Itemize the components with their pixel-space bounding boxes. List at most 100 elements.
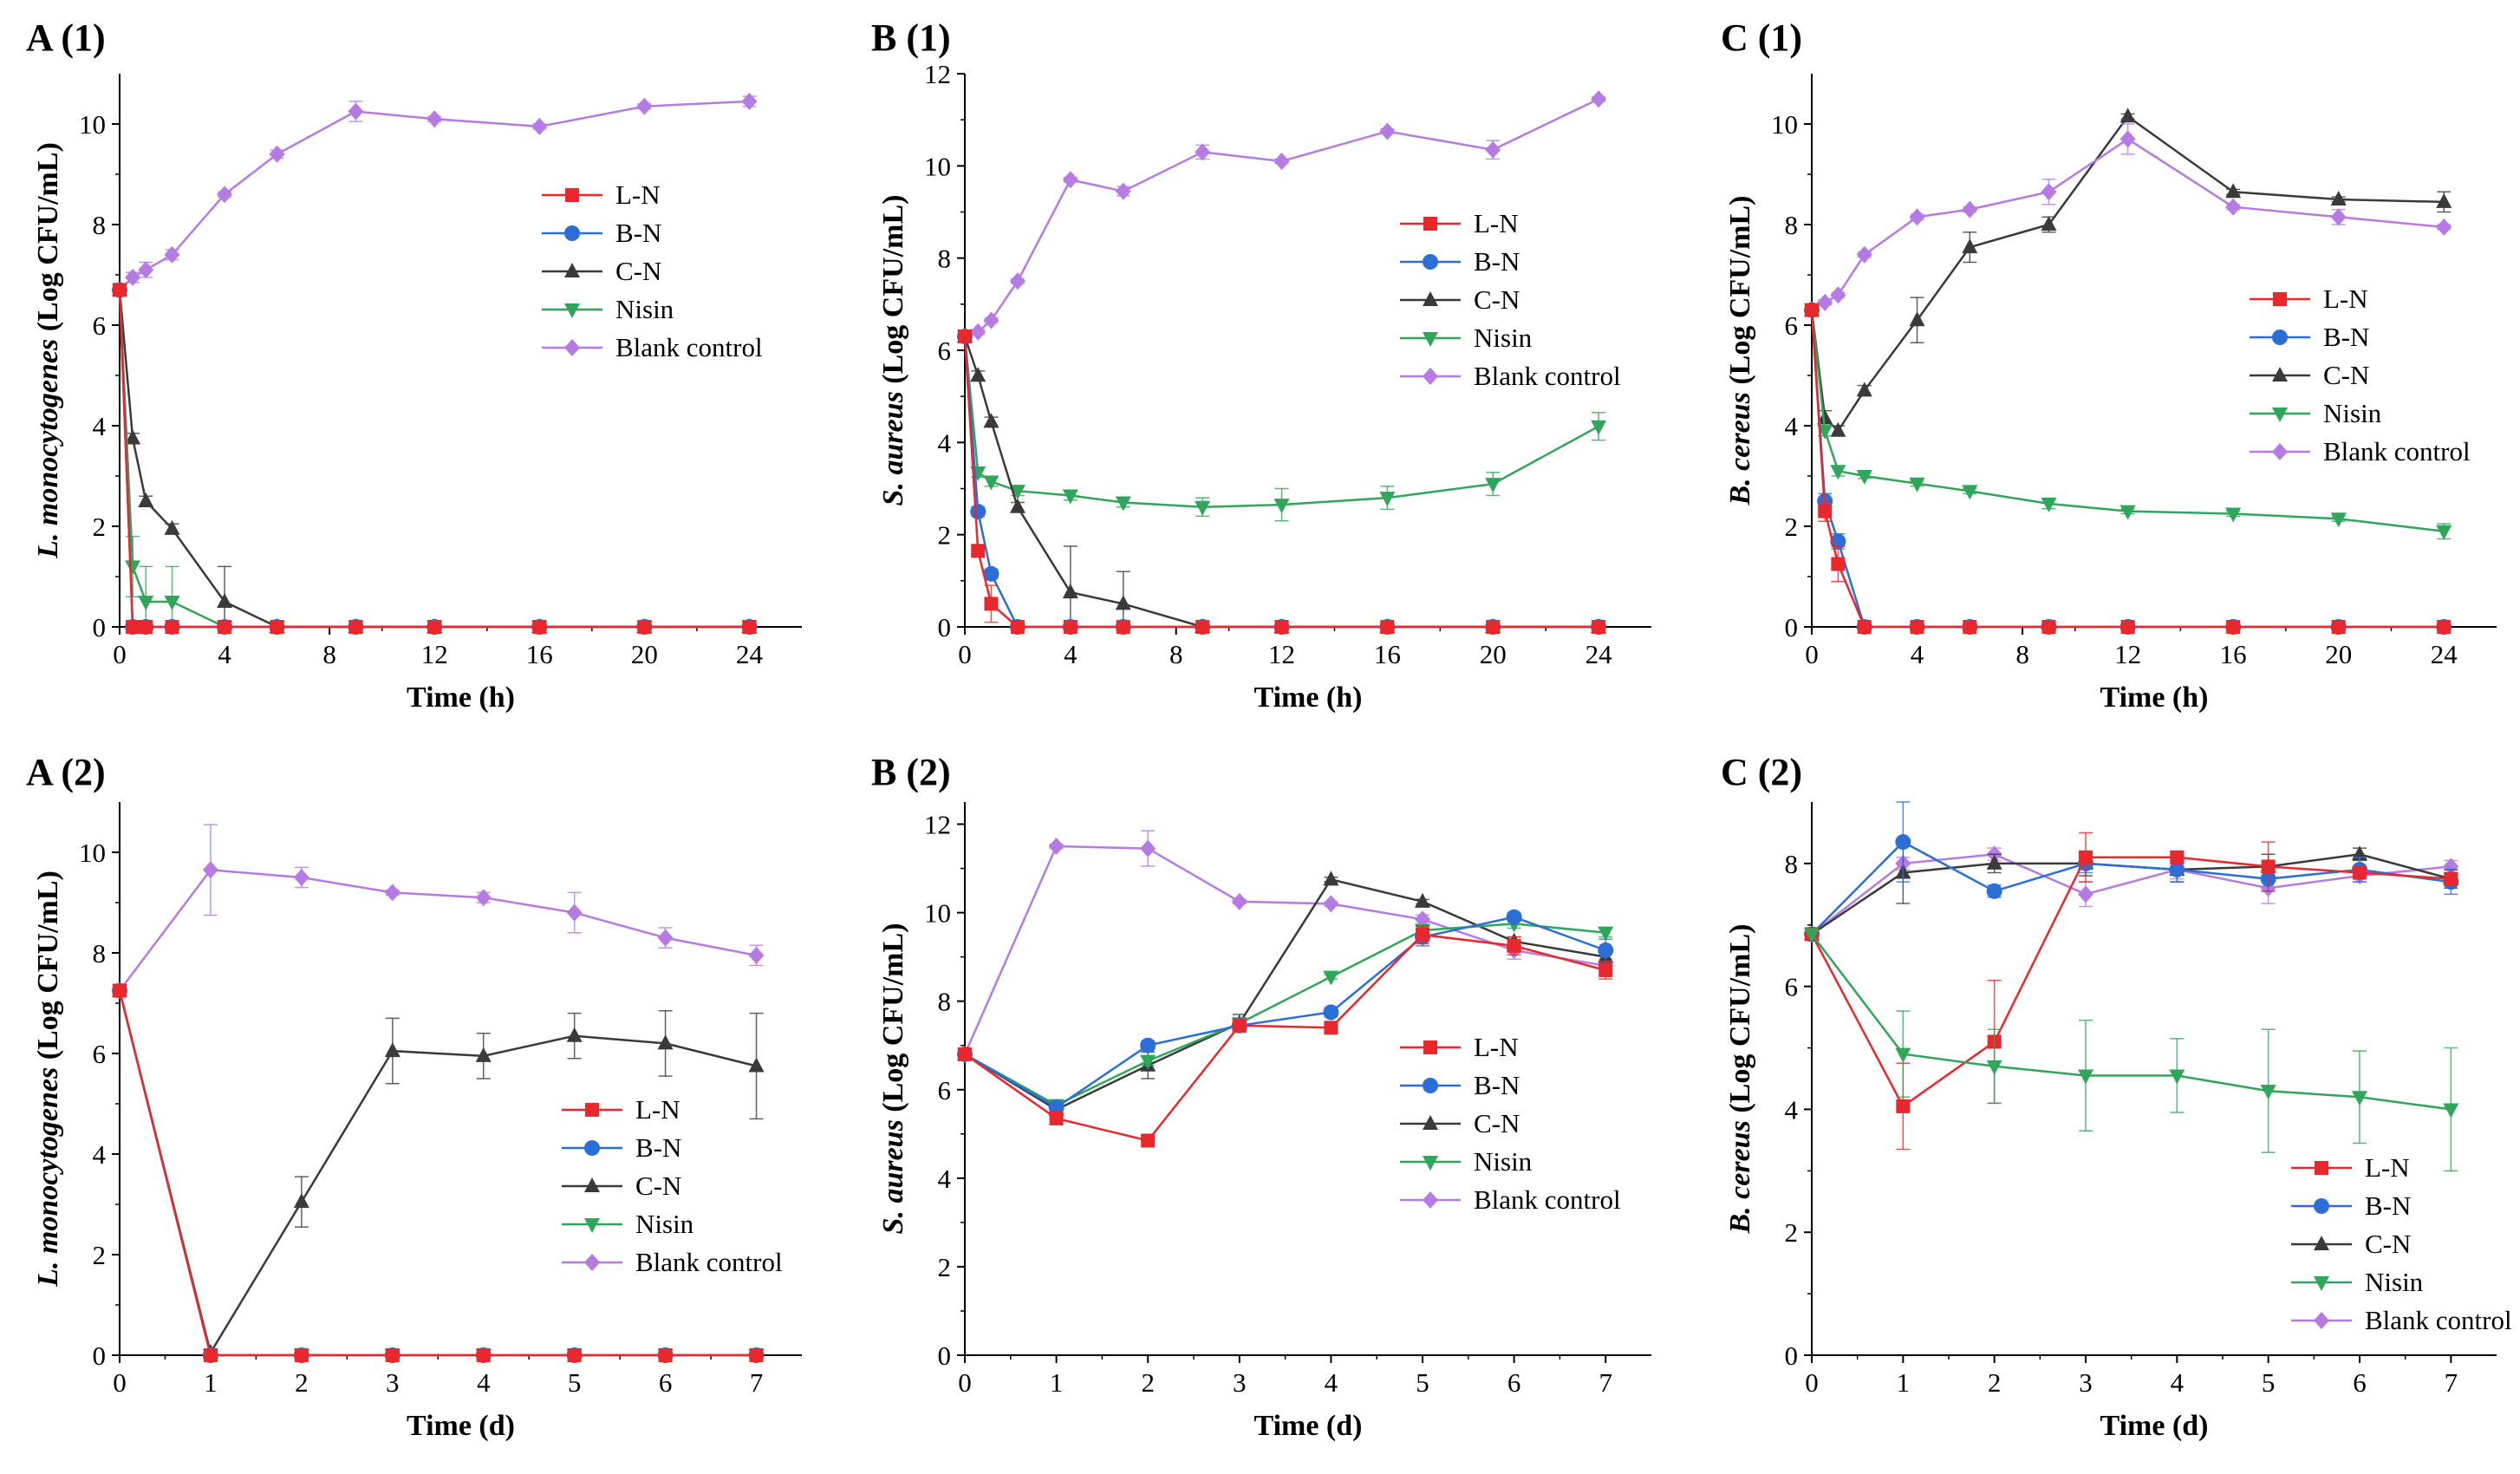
panel-label: B (2) — [871, 751, 951, 793]
x-tick-label: 24 — [1586, 639, 1613, 669]
data-point — [1856, 470, 1872, 485]
y-tick-label: 2 — [93, 1240, 107, 1270]
y-tick-label: 0 — [93, 612, 107, 642]
legend-label: Nisin — [1474, 323, 1533, 353]
x-tick-label: 5 — [1416, 1367, 1429, 1398]
data-point — [2225, 183, 2242, 199]
data-point — [218, 620, 232, 634]
x-tick-label: 2 — [1141, 1367, 1155, 1398]
y-tick-label: 8 — [93, 938, 107, 969]
data-point — [742, 620, 757, 634]
x-tick-label: 4 — [1064, 639, 1078, 669]
legend-item-l-n: L-N — [2250, 284, 2368, 314]
data-point — [293, 869, 309, 886]
data-point — [983, 413, 1000, 428]
y-axis-title-organism: L. monocytogenes — [32, 339, 64, 559]
data-point — [348, 102, 364, 121]
y-axis-title-unit: (Log CFU/mL) — [1724, 196, 1756, 393]
legend-label: B-N — [2365, 1190, 2411, 1221]
legend: L-N B-N C-N Nisin Blank control — [2291, 1152, 2512, 1335]
x-tick-label: 0 — [1805, 1367, 1819, 1398]
series-b-n — [1804, 302, 2452, 635]
legend-item-b-n: B-N — [1400, 1070, 1520, 1100]
x-tick-label: 3 — [2079, 1367, 2093, 1398]
data-point — [1599, 962, 1613, 977]
data-point — [217, 186, 233, 204]
x-tick-label: 2 — [295, 1367, 309, 1398]
data-point — [1063, 620, 1078, 634]
x-tick-label: 8 — [2015, 639, 2029, 669]
x-tick-label: 1 — [1897, 1367, 1911, 1398]
data-point — [1323, 871, 1339, 886]
data-point — [2120, 505, 2136, 520]
data-point — [1048, 838, 1065, 856]
data-point — [138, 492, 154, 507]
panel-label: B (1) — [871, 16, 951, 59]
x-tick-label: 4 — [1911, 639, 1924, 669]
y-tick-label: 0 — [93, 1340, 107, 1371]
x-tick-label: 0 — [113, 1367, 127, 1398]
data-point — [1323, 895, 1339, 913]
y-tick-label: 2 — [93, 512, 107, 542]
legend-item-blank-control: Blank control — [1400, 361, 1621, 391]
series-nisin — [1804, 303, 2452, 540]
data-point — [384, 1042, 400, 1058]
data-point — [294, 1348, 309, 1362]
series-blank-control — [112, 824, 765, 1000]
data-point — [1909, 311, 1925, 327]
data-point — [749, 1348, 764, 1362]
x-tick-label: 24 — [2431, 639, 2458, 669]
x-tick-label: 4 — [2171, 1367, 2185, 1398]
data-point — [1817, 409, 1833, 425]
legend-marker — [2272, 408, 2288, 422]
legend-label: Blank control — [2323, 436, 2471, 466]
legend-marker — [1423, 1156, 1438, 1171]
data-point — [2041, 497, 2057, 512]
legend-label: Nisin — [2365, 1267, 2424, 1297]
data-point — [958, 1047, 972, 1061]
y-axis-title-unit: (Log CFU/mL) — [877, 923, 909, 1120]
data-point — [348, 620, 363, 634]
x-tick-label: 6 — [2353, 1367, 2367, 1398]
data-point — [2352, 1091, 2367, 1106]
y-tick-label: 8 — [938, 244, 952, 274]
legend-marker — [1423, 368, 1438, 385]
data-point — [1323, 1004, 1339, 1021]
data-point — [2225, 198, 2242, 216]
data-point — [126, 620, 140, 634]
legend-marker — [1423, 1191, 1438, 1209]
legend-label: Blank control — [2365, 1305, 2512, 1335]
x-axis-title: Time (h) — [2100, 682, 2209, 714]
legend-item-l-n: L-N — [1400, 208, 1519, 238]
data-point — [983, 565, 1000, 582]
y-axis-title-organism: B. cereus — [1724, 392, 1756, 505]
x-tick-label: 6 — [659, 1367, 673, 1398]
series-line — [963, 845, 1606, 1055]
data-point — [1986, 854, 2002, 870]
data-point — [2260, 1085, 2276, 1100]
x-tick-label: 8 — [322, 639, 336, 669]
data-point — [2444, 871, 2458, 886]
y-tick-label: 6 — [938, 1075, 952, 1106]
data-point — [1486, 620, 1501, 634]
data-point — [970, 323, 987, 341]
x-tick-label: 8 — [1169, 639, 1183, 669]
series-l-n — [958, 329, 1606, 634]
y-axis-title-unit: (Log CFU/mL) — [1724, 924, 1756, 1121]
y-axis-title: S. aureus (Log CFU/mL) — [877, 923, 909, 1235]
data-point — [2120, 108, 2136, 123]
data-point — [1598, 926, 1614, 942]
data-point — [958, 329, 972, 344]
legend-label: L-N — [2323, 284, 2368, 314]
series-l-n — [1805, 832, 2458, 1151]
legend-label: B-N — [1474, 246, 1520, 277]
data-point — [1141, 1133, 1156, 1148]
data-point — [384, 884, 400, 902]
series-line — [118, 990, 757, 1356]
x-tick-label: 20 — [1480, 639, 1507, 669]
data-point — [2353, 865, 2367, 880]
x-axis-title: Time (h) — [1254, 682, 1363, 714]
y-tick-label: 2 — [1785, 512, 1799, 542]
